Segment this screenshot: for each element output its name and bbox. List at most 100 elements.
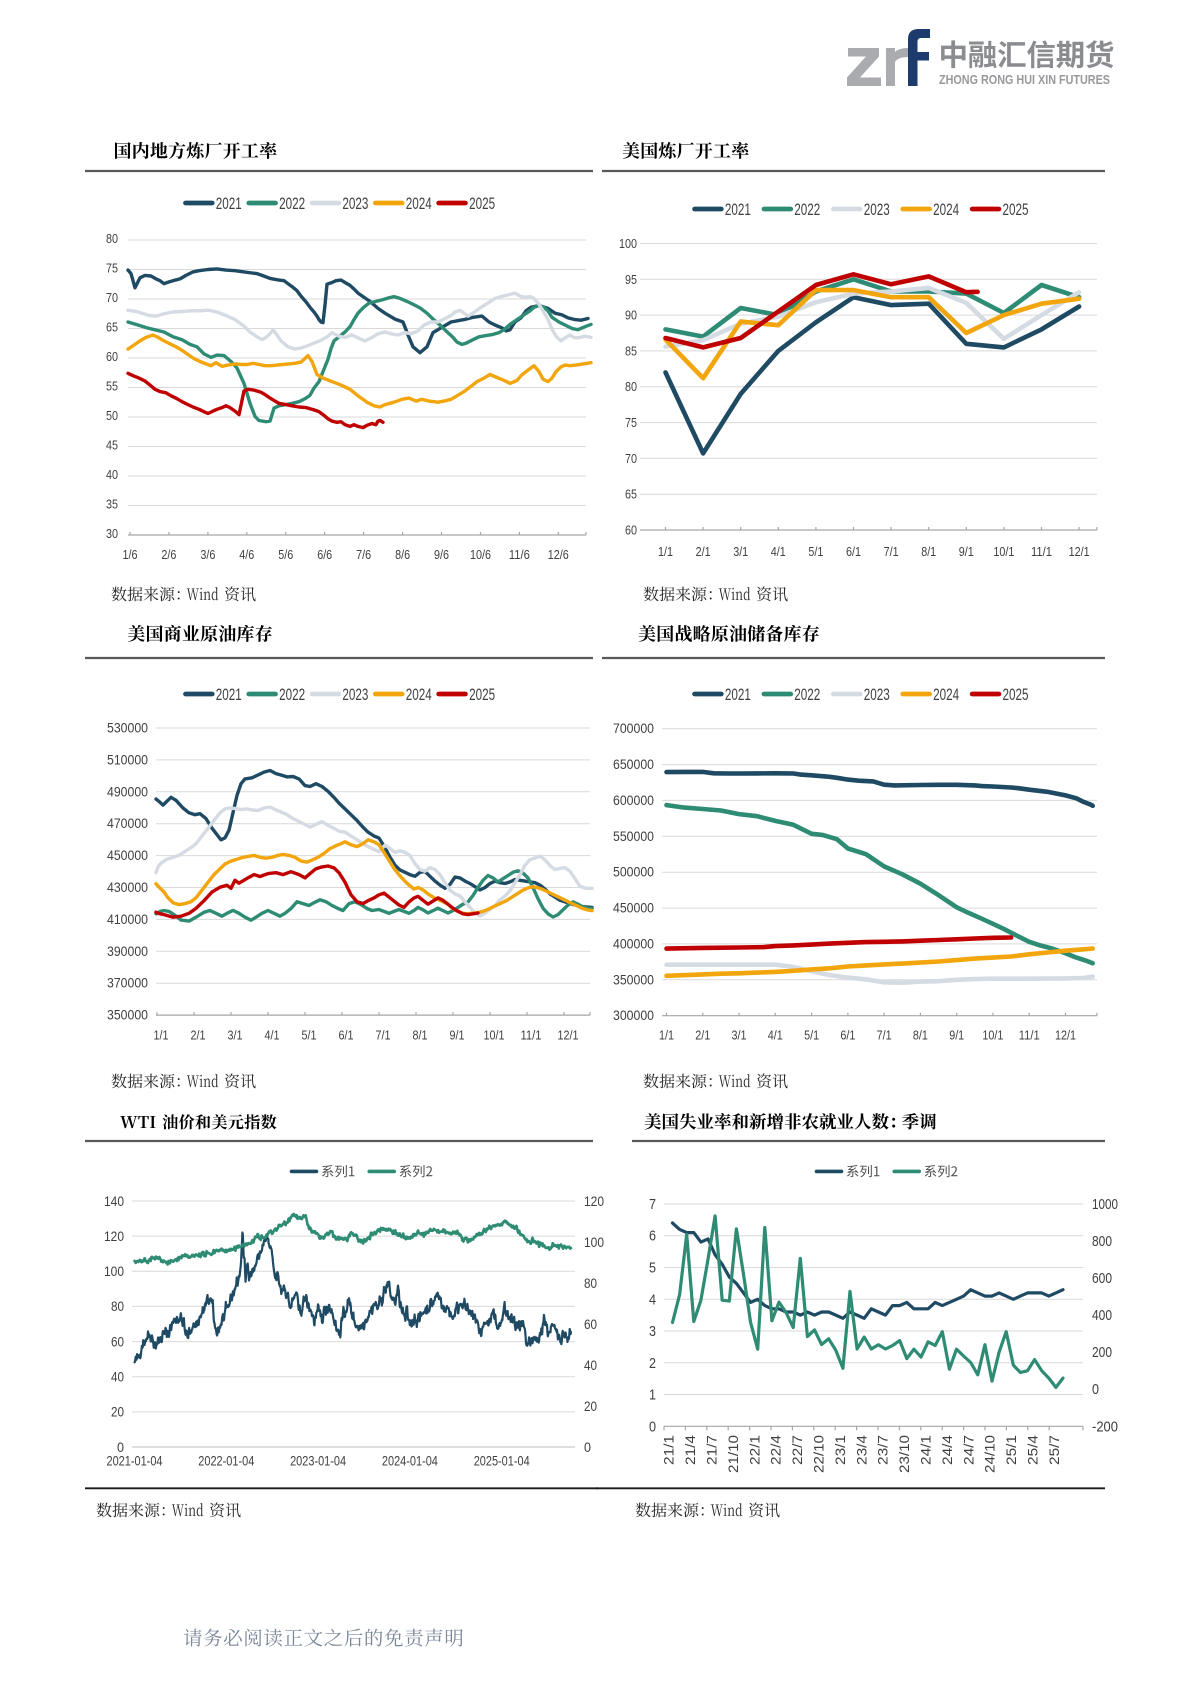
svg-text:40: 40 bbox=[106, 467, 118, 482]
svg-text:25/1: 25/1 bbox=[1004, 1435, 1019, 1465]
svg-text:55: 55 bbox=[106, 379, 118, 394]
svg-text:23/10: 23/10 bbox=[897, 1435, 912, 1473]
svg-text:35: 35 bbox=[106, 497, 118, 512]
svg-text:3/6: 3/6 bbox=[200, 547, 215, 562]
svg-text:2022-01-04: 2022-01-04 bbox=[198, 1454, 254, 1469]
svg-text:5/1: 5/1 bbox=[804, 1028, 819, 1043]
svg-text:3: 3 bbox=[649, 1323, 656, 1340]
svg-text:300000: 300000 bbox=[613, 1008, 654, 1023]
svg-text:400000: 400000 bbox=[613, 936, 654, 951]
svg-text:11/1: 11/1 bbox=[1031, 544, 1052, 559]
svg-text:5/6: 5/6 bbox=[278, 547, 293, 562]
svg-text:2023: 2023 bbox=[342, 195, 368, 213]
svg-text:3/1: 3/1 bbox=[228, 1028, 243, 1043]
svg-text:9/1: 9/1 bbox=[959, 544, 974, 559]
svg-text:80: 80 bbox=[625, 379, 637, 394]
svg-text:80: 80 bbox=[584, 1275, 597, 1291]
svg-text:510000: 510000 bbox=[107, 752, 148, 767]
svg-text:8/6: 8/6 bbox=[395, 547, 410, 562]
svg-text:450000: 450000 bbox=[107, 848, 148, 863]
svg-text:4/1: 4/1 bbox=[265, 1028, 280, 1043]
svg-text:-200: -200 bbox=[1092, 1418, 1118, 1435]
svg-text:23/7: 23/7 bbox=[876, 1435, 891, 1465]
svg-text:800: 800 bbox=[1092, 1233, 1112, 1250]
svg-text:2021: 2021 bbox=[725, 201, 751, 219]
svg-text:2: 2 bbox=[649, 1355, 656, 1372]
svg-text:21/1: 21/1 bbox=[662, 1435, 677, 1465]
svg-text:1/1: 1/1 bbox=[659, 1028, 674, 1043]
svg-text:11/1: 11/1 bbox=[1019, 1028, 1040, 1043]
svg-text:0: 0 bbox=[1092, 1381, 1099, 1398]
svg-text:2/1: 2/1 bbox=[191, 1028, 206, 1043]
svg-text:22/7: 22/7 bbox=[790, 1435, 805, 1465]
svg-text:120: 120 bbox=[584, 1193, 604, 1209]
svg-text:8/1: 8/1 bbox=[921, 544, 936, 559]
svg-text:22/4: 22/4 bbox=[769, 1434, 784, 1465]
svg-text:400: 400 bbox=[1092, 1307, 1112, 1324]
svg-text:100: 100 bbox=[619, 236, 637, 251]
svg-text:22/1: 22/1 bbox=[747, 1435, 762, 1465]
svg-text:4/1: 4/1 bbox=[771, 544, 786, 559]
svg-text:0: 0 bbox=[649, 1418, 656, 1435]
svg-text:25/4: 25/4 bbox=[1026, 1434, 1041, 1465]
svg-text:700000: 700000 bbox=[613, 721, 654, 736]
svg-text:2023: 2023 bbox=[342, 686, 368, 704]
svg-text:2024-01-04: 2024-01-04 bbox=[382, 1454, 438, 1469]
svg-text:2/1: 2/1 bbox=[695, 1028, 710, 1043]
svg-text:85: 85 bbox=[625, 343, 637, 358]
svg-text:7/1: 7/1 bbox=[376, 1028, 391, 1043]
svg-text:450000: 450000 bbox=[613, 901, 654, 916]
svg-text:390000: 390000 bbox=[107, 944, 148, 959]
svg-text:70: 70 bbox=[106, 290, 118, 305]
svg-text:24/7: 24/7 bbox=[961, 1435, 976, 1465]
svg-text:0: 0 bbox=[584, 1439, 591, 1455]
svg-text:2024: 2024 bbox=[406, 686, 432, 704]
svg-text:5/1: 5/1 bbox=[302, 1028, 317, 1043]
svg-text:6/1: 6/1 bbox=[339, 1028, 354, 1043]
svg-text:45: 45 bbox=[106, 438, 118, 453]
svg-text:2021: 2021 bbox=[725, 686, 751, 704]
svg-text:430000: 430000 bbox=[107, 880, 148, 895]
svg-text:500000: 500000 bbox=[613, 865, 654, 880]
svg-text:2022: 2022 bbox=[794, 201, 820, 219]
svg-text:2025: 2025 bbox=[1003, 686, 1029, 704]
svg-text:6/6: 6/6 bbox=[317, 547, 332, 562]
svg-text:90: 90 bbox=[625, 308, 637, 323]
svg-text:60: 60 bbox=[106, 349, 118, 364]
svg-text:70: 70 bbox=[625, 451, 637, 466]
svg-text:2025: 2025 bbox=[469, 686, 495, 704]
svg-text:370000: 370000 bbox=[107, 976, 148, 991]
svg-text:2025: 2025 bbox=[469, 195, 495, 213]
svg-text:140: 140 bbox=[104, 1193, 124, 1209]
svg-text:2/6: 2/6 bbox=[161, 547, 176, 562]
svg-text:350000: 350000 bbox=[107, 1008, 148, 1023]
svg-text:100: 100 bbox=[104, 1263, 124, 1279]
svg-text:550000: 550000 bbox=[613, 829, 654, 844]
svg-text:2022: 2022 bbox=[279, 195, 305, 213]
svg-text:2022: 2022 bbox=[794, 686, 820, 704]
svg-text:11/1: 11/1 bbox=[521, 1028, 542, 1043]
svg-text:10/1: 10/1 bbox=[982, 1028, 1003, 1043]
svg-text:5/1: 5/1 bbox=[808, 544, 823, 559]
svg-text:3/1: 3/1 bbox=[732, 1028, 747, 1043]
svg-text:12/1: 12/1 bbox=[558, 1028, 579, 1043]
svg-text:4: 4 bbox=[649, 1291, 656, 1308]
svg-text:12/6: 12/6 bbox=[548, 547, 569, 562]
svg-text:22/10: 22/10 bbox=[812, 1435, 827, 1473]
svg-text:3/1: 3/1 bbox=[733, 544, 748, 559]
svg-text:12/1: 12/1 bbox=[1055, 1028, 1076, 1043]
svg-text:6: 6 bbox=[649, 1228, 656, 1245]
svg-text:410000: 410000 bbox=[107, 912, 148, 927]
svg-text:24/10: 24/10 bbox=[983, 1435, 998, 1473]
svg-text:200: 200 bbox=[1092, 1344, 1112, 1361]
svg-text:100: 100 bbox=[584, 1234, 604, 1250]
svg-text:2023-01-04: 2023-01-04 bbox=[290, 1454, 346, 1469]
svg-text:12/1: 12/1 bbox=[1069, 544, 1090, 559]
svg-text:2024: 2024 bbox=[933, 686, 959, 704]
svg-text:2025: 2025 bbox=[1003, 201, 1029, 219]
svg-text:ZHONG RONG HUI XIN FUTURES: ZHONG RONG HUI XIN FUTURES bbox=[939, 72, 1110, 87]
svg-text:11/6: 11/6 bbox=[509, 547, 530, 562]
svg-text:21/7: 21/7 bbox=[705, 1435, 720, 1465]
svg-text:95: 95 bbox=[625, 272, 637, 287]
svg-text:2023: 2023 bbox=[864, 686, 890, 704]
